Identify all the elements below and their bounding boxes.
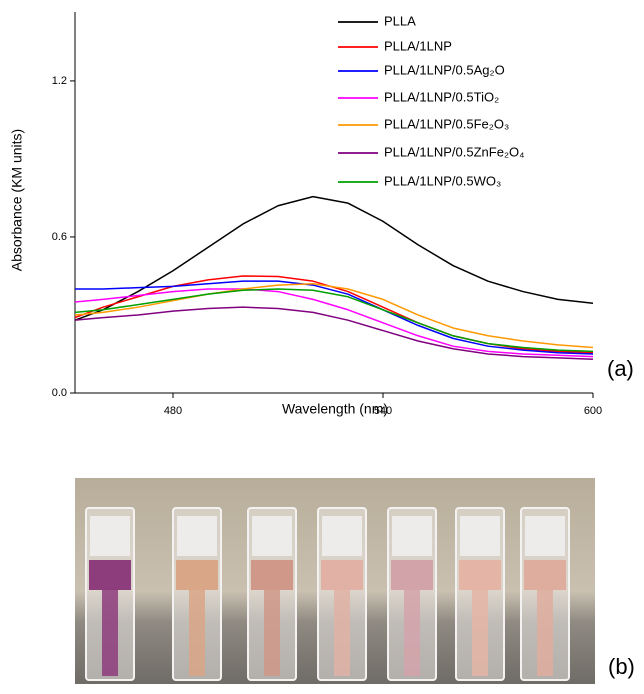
cuvette-cap: [177, 516, 217, 556]
y-tick-label: 0.6: [52, 231, 67, 243]
x-tick-label: 540: [374, 405, 392, 417]
x-tick-label: 480: [164, 405, 182, 417]
panel-label: (a): [607, 356, 634, 381]
cuvette-liquid: [334, 590, 350, 676]
cuvette-liquid: [404, 590, 420, 676]
x-axis-title: Wavelength (nm): [282, 401, 388, 417]
cuvette-liquid: [524, 560, 566, 590]
cuvette-photo: [75, 478, 595, 684]
data-line: [75, 280, 594, 355]
y-tick-label: 1.2: [52, 75, 67, 87]
data-line: [74, 195, 594, 321]
cuvette-liquid: [264, 590, 280, 676]
cuvette-cap: [90, 516, 130, 556]
cuvette-cap: [392, 516, 432, 556]
cuvette-liquid: [89, 560, 131, 590]
cuvette-cap: [322, 516, 362, 556]
y-axis-title: Absorbance (KM units): [9, 129, 25, 271]
cuvette-cap: [252, 516, 292, 556]
data-line: [74, 283, 594, 349]
cuvette-liquid: [176, 560, 218, 590]
cuvette-liquid: [391, 560, 433, 590]
legend-label: PLLA/1LNP/0.5ZnFe₂O₄: [384, 144, 524, 159]
cuvette-cap: [525, 516, 565, 556]
cuvette-liquid: [459, 560, 501, 590]
cuvette-liquid: [189, 590, 205, 676]
x-tick-label: 600: [584, 405, 602, 417]
legend-label: PLLA/1LNP/0.5TiO₂: [384, 89, 499, 104]
cuvette-liquid: [472, 590, 488, 676]
cuvette-cap: [460, 516, 500, 556]
cuvette-liquid: [321, 560, 363, 590]
legend-label: PLLA/1LNP: [384, 38, 452, 53]
y-tick-label: 0.0: [52, 387, 67, 399]
data-line: [74, 288, 594, 353]
legend-label: PLLA/1LNP/0.5Ag₂O: [384, 62, 505, 77]
data-line: [74, 288, 594, 358]
legend-label: PLLA: [384, 13, 416, 28]
cuvette-liquid: [251, 560, 293, 590]
cuvette-liquid: [537, 590, 553, 676]
legend-label: PLLA/1LNP/0.5WO₃: [384, 173, 501, 188]
panel-label: (b): [608, 654, 635, 679]
data-line: [74, 306, 594, 360]
cuvette-liquid: [102, 590, 118, 676]
legend-label: PLLA/1LNP/0.5Fe₂O₃: [384, 116, 509, 131]
